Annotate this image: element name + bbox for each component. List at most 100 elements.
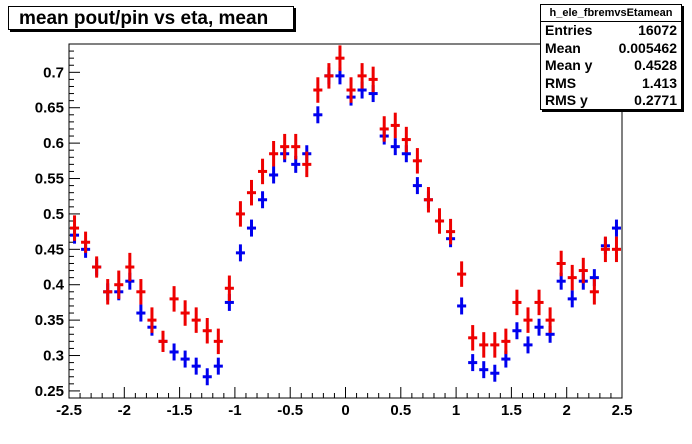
data-point (202, 317, 212, 344)
y-tick-label: 0.4 (43, 277, 65, 294)
stats-row-rms: RMS 1.413 (541, 75, 681, 93)
stats-row-rms-y: RMS y 0.2771 (541, 92, 681, 110)
y-tick-label: 0.5 (43, 206, 64, 223)
data-point (235, 244, 245, 262)
data-point (324, 63, 334, 89)
data-point (136, 279, 146, 305)
data-point (468, 354, 478, 372)
data-point (457, 261, 467, 287)
data-point (523, 336, 533, 354)
stats-row-mean: Mean 0.005462 (541, 40, 681, 58)
data-point (213, 328, 223, 355)
data-point (235, 201, 245, 227)
data-point (313, 77, 323, 103)
data-point (169, 343, 179, 361)
data-point (390, 138, 400, 156)
data-point (125, 252, 135, 282)
data-point (313, 106, 323, 124)
stats-box: h_ele_fbremvsEtamean Entries 16072 Mean … (540, 4, 682, 110)
y-tick-label: 0.6 (43, 135, 64, 152)
data-point (512, 289, 522, 316)
data-point (191, 307, 201, 333)
data-point (191, 357, 201, 375)
data-point (567, 290, 577, 308)
stats-label: Mean (545, 39, 581, 56)
stats-label: Mean y (545, 57, 593, 73)
data-point (490, 332, 500, 358)
x-tick-label: -0.5 (277, 402, 303, 419)
chart-title: mean pout/pin vs eta, mean (8, 6, 294, 30)
data-point (534, 318, 544, 336)
data-point (291, 133, 301, 160)
x-tick-label: 2.5 (612, 402, 633, 419)
data-point (269, 140, 279, 167)
data-point (412, 148, 422, 174)
y-tick-label: 0.7 (43, 64, 64, 81)
data-point (180, 350, 190, 368)
stats-value: 0.005462 (618, 39, 677, 56)
data-point (468, 325, 478, 351)
data-point (114, 270, 124, 299)
series-1 (70, 67, 621, 386)
data-point (479, 332, 489, 358)
data-point (269, 166, 279, 184)
data-point (147, 307, 157, 333)
data-point (258, 158, 268, 185)
axes: -2.5 -2 -1.5 -1 -0.5 0 0.5 1 1.5 2 2.5 0.25 0.3 0.35 0… (35, 43, 633, 419)
x-tick-label: 0 (341, 402, 349, 419)
data-point (169, 286, 179, 312)
x-tick-label: -2.5 (56, 402, 82, 419)
data-point (446, 218, 456, 245)
data-point (158, 330, 168, 352)
x-tick-label: 1 (452, 402, 460, 419)
y-tick-label: 0.25 (35, 383, 64, 400)
series-2 (70, 45, 621, 358)
data-point (302, 151, 312, 178)
x-tick-label: 0.5 (390, 402, 411, 419)
data-point (390, 112, 400, 139)
stats-row-mean-y: Mean y 0.4528 (541, 57, 681, 75)
stats-value: 1.413 (641, 74, 677, 91)
y-tick-label: 0.65 (35, 100, 64, 117)
data-point (346, 77, 356, 103)
data-point (280, 133, 290, 160)
data-point (103, 279, 113, 305)
data-point (490, 364, 500, 382)
data-point (589, 279, 599, 305)
y-tick-label: 0.3 (43, 348, 64, 365)
data-point (611, 236, 621, 263)
data-point (202, 368, 212, 386)
data-point (335, 45, 345, 71)
data-point (357, 63, 367, 89)
data-point (545, 307, 555, 333)
stats-name: h_ele_fbremvsEtamean (541, 5, 681, 22)
x-tick-label: -1.5 (167, 402, 193, 419)
stats-value: 0.4528 (634, 57, 677, 73)
data-point (246, 219, 257, 237)
data-point (423, 187, 433, 213)
data-point (534, 289, 544, 316)
data-point (457, 297, 467, 315)
x-tick-label: 1.5 (501, 402, 522, 419)
data-point (412, 177, 422, 195)
data-point (600, 236, 610, 263)
data-point (611, 219, 621, 237)
stats-value: 16072 (638, 22, 677, 38)
data-point (258, 191, 268, 209)
stats-label: Entries (545, 22, 593, 38)
data-point (81, 231, 91, 253)
data-point (578, 257, 588, 284)
y-tick-label: 0.55 (35, 171, 64, 188)
data-point (556, 250, 566, 277)
markers (70, 45, 621, 386)
y-tick-label: 0.35 (35, 312, 64, 329)
data-point (224, 275, 234, 302)
data-point (479, 361, 489, 379)
x-tick-label: -2 (118, 402, 131, 419)
data-point (92, 256, 102, 278)
data-point (501, 328, 511, 355)
data-point (567, 264, 577, 291)
data-point (434, 208, 445, 234)
data-point (379, 116, 389, 142)
